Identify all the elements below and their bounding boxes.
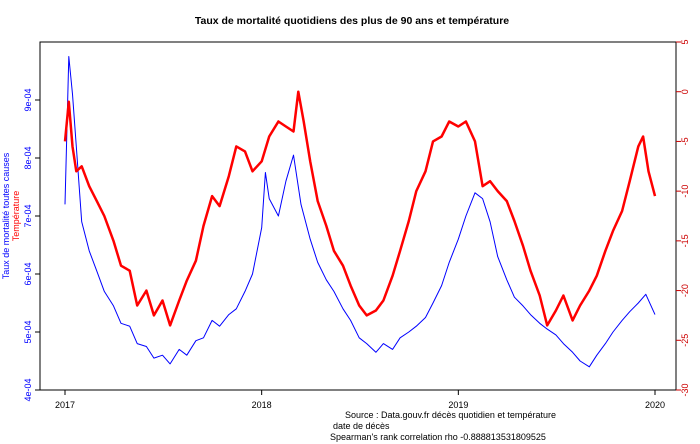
correlation-note: Spearman's rank correlation rho -0.88881…: [330, 432, 546, 442]
right-tick-label-6: -25: [680, 334, 690, 347]
left-tick-label-3: 7e-04: [23, 204, 33, 227]
left-tick-label-1: 5e-04: [23, 320, 33, 343]
x-tick-label-1: 2018: [252, 400, 272, 410]
right-tick-label-4: -15: [680, 234, 690, 247]
right-tick-label-7: -30: [680, 383, 690, 396]
left-tick-label-0: 4e-04: [23, 378, 33, 401]
right-tick-label-0: 5: [680, 39, 690, 44]
x-tick-label-0: 2017: [55, 400, 75, 410]
plot-frame: [39, 41, 677, 391]
temperature-line: [63, 90, 657, 327]
mortality-line: [64, 56, 656, 368]
right-tick-label-3: -10: [680, 185, 690, 198]
y-axis-label-right: Température: [11, 191, 21, 242]
right-y-axis: 5 0 -5 -10 -15 -20 -25 -30: [676, 39, 690, 397]
left-tick-label-2: 6e-04: [23, 262, 33, 285]
chart-title: Taux de mortalité quotidiens des plus de…: [195, 15, 509, 27]
y-axis-label-left: Taux de mortalité toutes causes: [1, 152, 11, 279]
source-note: Source : Data.gouv.fr décès quotidien et…: [345, 410, 556, 420]
x-axis-label: date de décès: [333, 421, 390, 431]
left-y-axis: 4e-04 5e-04 6e-04 7e-04 8e-04 9e-04: [23, 42, 41, 402]
x-tick-label-2: 2019: [448, 400, 468, 410]
x-axis: 2017 2018 2019 2020: [55, 390, 665, 410]
left-tick-label-5: 9e-04: [23, 88, 33, 111]
left-tick-label-4: 8e-04: [23, 146, 33, 169]
series-layer: [63, 56, 657, 368]
right-tick-label-5: -20: [680, 284, 690, 297]
right-tick-label-2: -5: [680, 137, 690, 145]
right-tick-label-1: 0: [680, 89, 690, 94]
x-tick-label-3: 2020: [645, 400, 665, 410]
